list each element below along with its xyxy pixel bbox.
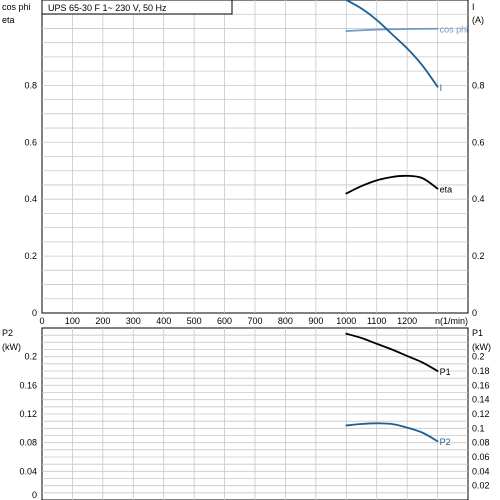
x-tick-label: 700	[247, 316, 262, 326]
y-tick-label-right: 0.1	[472, 423, 485, 433]
y-axis-label-right: (kW)	[472, 342, 491, 352]
title-box	[41, 0, 233, 15]
y-tick-label-left: 0.08	[19, 438, 37, 448]
x-tick-label: 1200	[397, 316, 417, 326]
x-tick-label: 300	[126, 316, 141, 326]
y-axis-label-right: P1	[472, 328, 483, 338]
series-line-i	[345, 0, 439, 88]
y-axis-label-left: (kW)	[2, 342, 21, 352]
y-tick-label-left: 0.2	[24, 251, 37, 261]
y-tick-label-left: 0.2	[24, 352, 37, 362]
y-tick-label-left: 0.8	[24, 80, 37, 90]
x-tick-label: 800	[278, 316, 293, 326]
y-tick-label-left: 0.16	[19, 380, 37, 390]
x-tick-label: 1000	[336, 316, 356, 326]
x-tick-label: 1100	[367, 316, 386, 326]
y-tick-label-right: 0.16	[472, 380, 490, 390]
series-label-cos-phi: cos phi	[440, 25, 469, 35]
y-tick-label-right: 0.08	[472, 438, 490, 448]
series-line-cos-phi	[345, 27, 439, 32]
x-tick-label: 200	[95, 316, 110, 326]
y-tick-label-right: 0.4	[472, 194, 485, 204]
y-tick-label-right: 0.14	[472, 395, 490, 405]
series-label-p1: P1	[440, 367, 451, 377]
x-tick-label: 600	[217, 316, 232, 326]
x-tick-label: 0	[39, 316, 44, 326]
y-axis-label-left: cos phi	[2, 2, 31, 12]
y-tick-label-right: 0.2	[472, 251, 485, 261]
y-axis-label-right: I	[472, 2, 475, 12]
x-tick-label: 100	[65, 316, 80, 326]
y-axis-label-right: (A)	[472, 15, 484, 25]
y-tick-label-right: 0.18	[472, 366, 490, 376]
y-tick-label-right: 0.04	[472, 466, 490, 476]
y-tick-label-left: 0.4	[24, 194, 37, 204]
y-tick-label-right: 0.12	[472, 409, 490, 419]
series-line-p1	[345, 332, 439, 372]
y-tick-label-right: 0.8	[472, 80, 485, 90]
y-tick-label-right: 0.2	[472, 352, 485, 362]
series-line-p2	[345, 422, 439, 443]
y-axis-label-left: P2	[2, 328, 13, 338]
series-label-eta: eta	[440, 185, 453, 195]
series-line-eta	[345, 174, 439, 195]
x-tick-label: 400	[156, 316, 171, 326]
y-axis-label-left: eta	[2, 15, 15, 25]
y-tick-label-left: 0	[32, 490, 37, 500]
x-axis-label: n(1/min)	[435, 316, 468, 326]
y-tick-label-right: 0	[472, 308, 477, 318]
y-tick-label-right: 0.02	[472, 481, 490, 491]
x-tick-label: 900	[308, 316, 323, 326]
y-tick-label-left: 0.6	[24, 137, 37, 147]
x-tick-label: 500	[187, 316, 202, 326]
chart-title: UPS 65-30 F 1~ 230 V, 50 Hz	[48, 3, 167, 13]
series-label-p2: P2	[440, 437, 451, 447]
series-label-i: I	[440, 83, 443, 93]
y-tick-label-left: 0	[32, 308, 37, 318]
y-tick-label-left: 0.12	[19, 409, 37, 419]
y-tick-label-left: 0.04	[19, 466, 37, 476]
y-tick-label-right: 0.06	[472, 452, 490, 462]
y-tick-label-right: 0.6	[472, 137, 485, 147]
